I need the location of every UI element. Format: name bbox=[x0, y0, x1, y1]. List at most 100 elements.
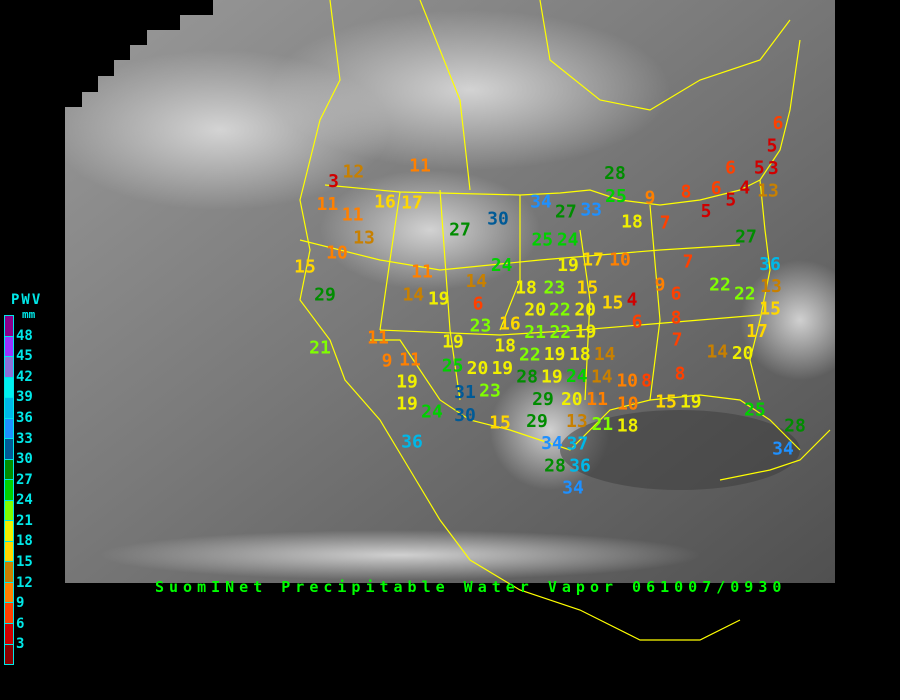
pwv-station-value: 33 bbox=[580, 200, 602, 221]
pwv-station-value: 19 bbox=[575, 322, 597, 343]
pwv-station-value: 3 bbox=[328, 171, 339, 192]
pwv-station-value: 8 bbox=[681, 182, 692, 203]
legend-swatch bbox=[5, 439, 13, 460]
pwv-station-value: 24 bbox=[566, 366, 588, 387]
legend-unit: mm bbox=[22, 308, 36, 321]
legend-swatch bbox=[5, 418, 13, 440]
pwv-station-value: 8 bbox=[675, 364, 686, 385]
map-title: SuomINet Precipitable Water Vapor 061007… bbox=[155, 578, 787, 596]
pwv-station-value: 22 bbox=[549, 300, 571, 321]
pwv-station-value: 20 bbox=[732, 343, 754, 364]
pwv-station-value: 34 bbox=[541, 433, 563, 454]
pwv-station-value: 20 bbox=[561, 389, 583, 410]
pwv-station-value: 14 bbox=[591, 367, 613, 388]
pwv-station-value: 37 bbox=[567, 433, 589, 454]
legend-label: 45 bbox=[16, 348, 33, 365]
pwv-station-value: 22 bbox=[734, 284, 756, 305]
pwv-station-value: 19 bbox=[557, 255, 579, 276]
pwv-station-value: 3 bbox=[768, 158, 779, 179]
pwv-station-value: 7 bbox=[672, 330, 683, 351]
pwv-station-value: 18 bbox=[494, 336, 516, 357]
legend-swatch bbox=[5, 603, 13, 624]
pwv-station-value: 23 bbox=[470, 316, 492, 337]
legend-label: 27 bbox=[16, 471, 33, 488]
pwv-station-value: 27 bbox=[449, 220, 471, 241]
pwv-station-value: 31 bbox=[454, 382, 476, 403]
legend-label: 21 bbox=[16, 512, 33, 529]
pwv-station-value: 11 bbox=[342, 205, 364, 226]
pwv-station-value: 15 bbox=[759, 298, 781, 319]
pwv-station-value: 30 bbox=[454, 405, 476, 426]
pwv-station-value: 19 bbox=[396, 394, 418, 415]
pwv-station-value: 15 bbox=[577, 277, 599, 298]
pwv-station-value: 11 bbox=[409, 156, 431, 177]
legend-swatch bbox=[5, 623, 13, 645]
legend-swatch bbox=[5, 336, 13, 358]
legend-swatch bbox=[5, 521, 13, 542]
legend-label: 39 bbox=[16, 389, 33, 406]
legend-label: 3 bbox=[16, 636, 25, 653]
pwv-station-value: 10 bbox=[326, 243, 348, 264]
pwv-station-value: 10 bbox=[616, 371, 638, 392]
legend-swatch bbox=[5, 562, 13, 583]
legend-swatch bbox=[5, 377, 13, 399]
legend-title: PWV bbox=[11, 292, 43, 308]
pwv-station-value: 14 bbox=[402, 284, 424, 305]
pwv-station-value: 34 bbox=[530, 192, 552, 213]
pwv-station-value: 18 bbox=[617, 416, 639, 437]
pwv-station-value: 10 bbox=[609, 250, 631, 271]
pwv-station-value: 29 bbox=[532, 389, 554, 410]
pwv-station-value: 15 bbox=[294, 257, 316, 278]
pwv-station-value: 19 bbox=[544, 344, 566, 365]
pwv-station-value: 22 bbox=[519, 344, 541, 365]
pwv-station-value: 25 bbox=[605, 186, 627, 207]
pwv-station-value: 29 bbox=[314, 285, 336, 306]
pwv-station-value: 21 bbox=[524, 322, 546, 343]
pwv-station-value: 13 bbox=[353, 228, 375, 249]
pwv-station-value: 14 bbox=[465, 271, 487, 292]
pwv-station-value: 10 bbox=[617, 393, 639, 414]
legend-label: 18 bbox=[16, 533, 33, 550]
pwv-station-value: 20 bbox=[524, 300, 546, 321]
legend-label: 30 bbox=[16, 451, 33, 468]
pwv-station-value: 23 bbox=[479, 380, 501, 401]
pwv-station-value: 20 bbox=[574, 300, 596, 321]
political-borders bbox=[299, 0, 831, 641]
pwv-station-value: 24 bbox=[421, 402, 443, 423]
pwv-station-value: 24 bbox=[491, 255, 513, 276]
pwv-station-value: 27 bbox=[555, 202, 577, 223]
pwv-station-value: 5 bbox=[725, 190, 736, 211]
pwv-station-value: 28 bbox=[784, 416, 806, 437]
pwv-station-value: 13 bbox=[566, 411, 588, 432]
pwv-station-value: 6 bbox=[725, 158, 736, 179]
pwv-station-value: 7 bbox=[660, 213, 671, 234]
pwv-station-value: 9 bbox=[382, 350, 393, 371]
pwv-station-value: 36 bbox=[569, 456, 591, 477]
pwv-station-value: 34 bbox=[772, 438, 794, 459]
pwv-station-value: 6 bbox=[711, 178, 722, 199]
pwv-station-value: 21 bbox=[309, 338, 331, 359]
legend-label: 15 bbox=[16, 554, 33, 571]
pwv-station-value: 28 bbox=[516, 367, 538, 388]
legend-swatch bbox=[5, 357, 13, 378]
pwv-station-value: 11 bbox=[317, 194, 339, 215]
pwv-station-value: 20 bbox=[467, 358, 489, 379]
pwv-station-value: 22 bbox=[709, 275, 731, 296]
pwv-station-value: 17 bbox=[401, 193, 423, 214]
pwv-station-value: 19 bbox=[428, 289, 450, 310]
pwv-station-value: 11 bbox=[411, 262, 433, 283]
pwv-station-value: 19 bbox=[396, 372, 418, 393]
pwv-station-value: 15 bbox=[655, 392, 677, 413]
pwv-station-value: 34 bbox=[562, 478, 584, 499]
pwv-station-value: 19 bbox=[442, 332, 464, 353]
pwv-station-value: 11 bbox=[367, 328, 389, 349]
legend-swatch bbox=[5, 582, 13, 604]
pwv-station-value: 9 bbox=[655, 275, 666, 296]
pwv-station-value: 16 bbox=[374, 192, 396, 213]
pwv-station-value: 36 bbox=[401, 432, 423, 453]
pwv-station-value: 4 bbox=[739, 178, 750, 199]
pwv-station-value: 6 bbox=[773, 113, 784, 134]
